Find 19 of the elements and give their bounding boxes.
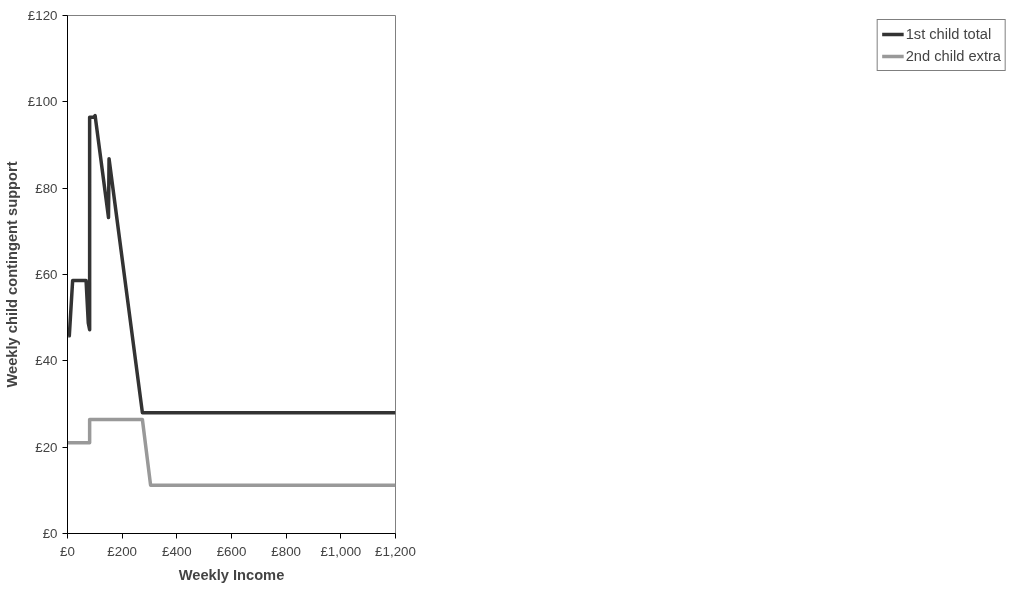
line-series (67, 113, 396, 415)
x-tick-label: £0 (60, 543, 75, 559)
y-axis-title: Weekly child contingent support (3, 161, 20, 388)
x-axis-title: Weekly Income (178, 566, 285, 583)
x-tick-label: £600 (216, 543, 247, 559)
x-tick-label: £1,000 (320, 543, 362, 559)
y-tick-label: £60 (35, 267, 58, 282)
y-tick-label: £120 (27, 8, 58, 23)
y-tick-label: £100 (27, 94, 58, 110)
legend-label: 1st child total (905, 26, 992, 42)
x-tick-label: £400 (162, 543, 192, 559)
x-tick-label: £200 (107, 543, 137, 559)
x-tick-label: £1,200 (375, 543, 416, 559)
x-tick-label: £800 (271, 543, 301, 559)
y-tick-label: £20 (35, 439, 58, 455)
y-tick-label: £40 (35, 353, 58, 369)
legend-label: 2nd child extra (905, 48, 1001, 64)
y-tick-label: £0 (42, 526, 58, 541)
y-tick-label: £80 (35, 180, 58, 196)
